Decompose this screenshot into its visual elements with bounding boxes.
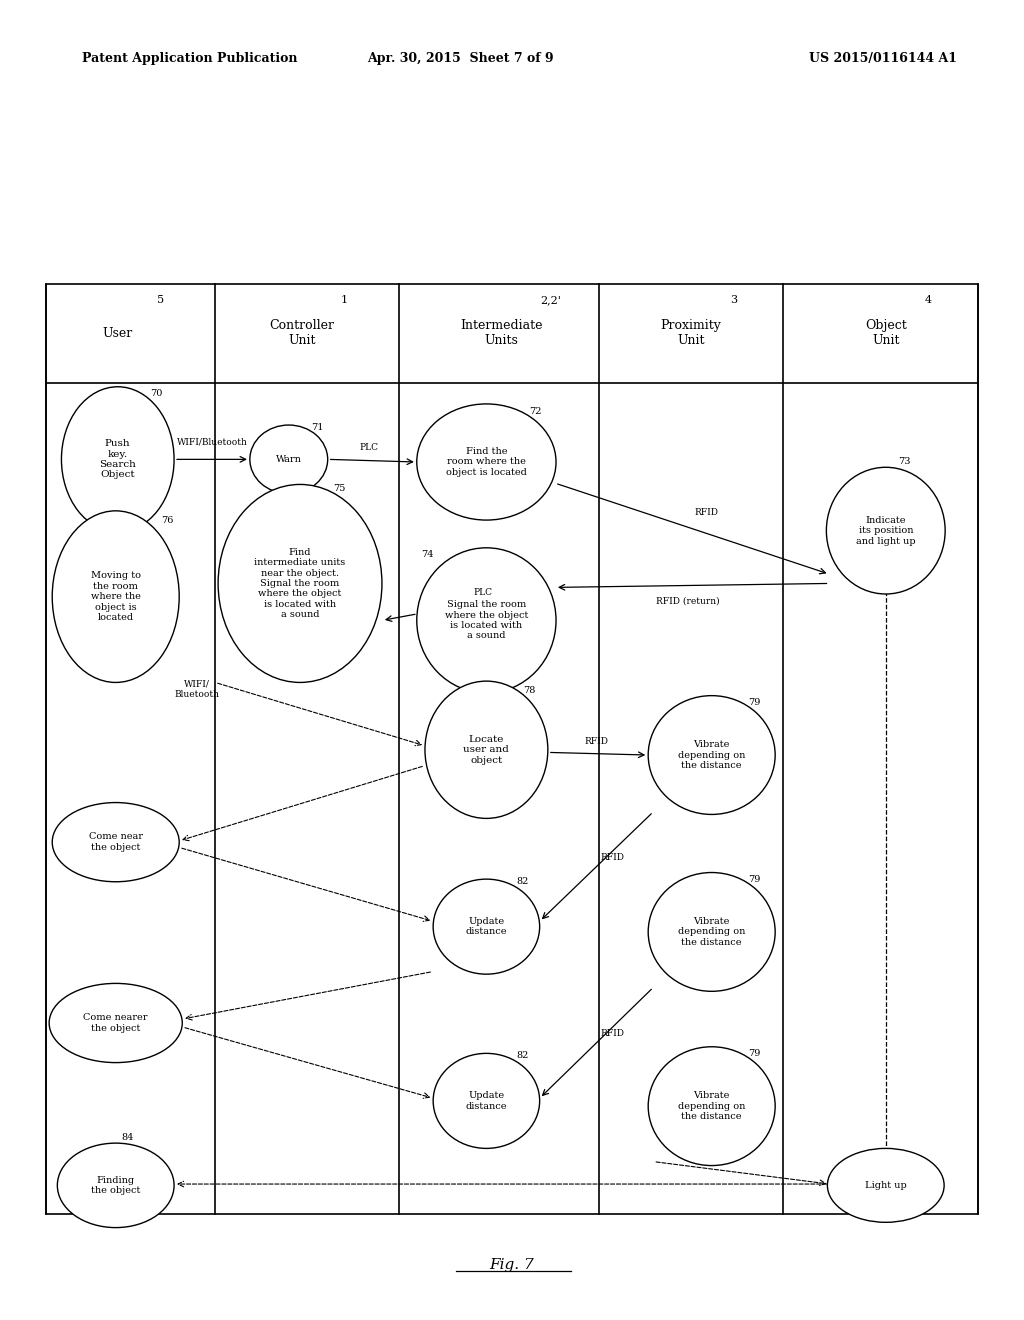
Text: 3: 3 bbox=[730, 296, 737, 305]
Ellipse shape bbox=[250, 425, 328, 494]
Text: Finding
the object: Finding the object bbox=[91, 1176, 140, 1195]
Text: 75: 75 bbox=[333, 484, 345, 492]
Text: 2,2': 2,2' bbox=[541, 296, 561, 305]
Text: RFID: RFID bbox=[584, 738, 608, 746]
Text: WIFI/Bluetooth: WIFI/Bluetooth bbox=[176, 438, 248, 446]
Text: User: User bbox=[102, 327, 133, 339]
Text: 72: 72 bbox=[529, 408, 542, 416]
Ellipse shape bbox=[417, 548, 556, 693]
Text: Object
Unit: Object Unit bbox=[865, 319, 906, 347]
Text: 79: 79 bbox=[749, 1049, 761, 1057]
Ellipse shape bbox=[61, 387, 174, 532]
Text: Update
distance: Update distance bbox=[466, 1092, 507, 1110]
Text: 1: 1 bbox=[341, 296, 348, 305]
Text: 74: 74 bbox=[421, 550, 433, 558]
Text: RFID: RFID bbox=[600, 1030, 625, 1038]
Ellipse shape bbox=[425, 681, 548, 818]
Text: Update
distance: Update distance bbox=[466, 917, 507, 936]
Bar bbox=[46, 284, 978, 1214]
Text: Vibrate
depending on
the distance: Vibrate depending on the distance bbox=[678, 741, 745, 770]
Text: Push
key.
Search
Object: Push key. Search Object bbox=[99, 440, 136, 479]
Text: Intermediate
Units: Intermediate Units bbox=[461, 319, 543, 347]
Ellipse shape bbox=[433, 879, 540, 974]
Ellipse shape bbox=[218, 484, 382, 682]
Text: Vibrate
depending on
the distance: Vibrate depending on the distance bbox=[678, 917, 745, 946]
Text: RFID: RFID bbox=[694, 508, 719, 516]
Ellipse shape bbox=[827, 1148, 944, 1222]
Text: 84: 84 bbox=[122, 1134, 134, 1142]
Text: RFID: RFID bbox=[600, 854, 625, 862]
Text: Apr. 30, 2015  Sheet 7 of 9: Apr. 30, 2015 Sheet 7 of 9 bbox=[368, 51, 554, 65]
Text: 4: 4 bbox=[925, 296, 932, 305]
Ellipse shape bbox=[433, 1053, 540, 1148]
Text: PLC: PLC bbox=[359, 444, 378, 451]
Text: PLC: PLC bbox=[473, 589, 493, 597]
Text: Come nearer
the object: Come nearer the object bbox=[84, 1014, 147, 1032]
Text: Come near
the object: Come near the object bbox=[89, 833, 142, 851]
Ellipse shape bbox=[648, 873, 775, 991]
Text: Find
intermediate units
near the object.
Signal the room
where the object
is loc: Find intermediate units near the object.… bbox=[254, 548, 346, 619]
Text: 73: 73 bbox=[898, 458, 910, 466]
Text: Fig. 7: Fig. 7 bbox=[489, 1258, 535, 1271]
Text: 79: 79 bbox=[749, 698, 761, 706]
Ellipse shape bbox=[49, 983, 182, 1063]
Text: RFID (return): RFID (return) bbox=[656, 597, 720, 605]
Text: Vibrate
depending on
the distance: Vibrate depending on the distance bbox=[678, 1092, 745, 1121]
Ellipse shape bbox=[52, 511, 179, 682]
Text: Patent Application Publication: Patent Application Publication bbox=[82, 51, 297, 65]
Text: 82: 82 bbox=[516, 1052, 528, 1060]
Text: 79: 79 bbox=[749, 875, 761, 883]
Text: 76: 76 bbox=[161, 516, 173, 524]
Text: 71: 71 bbox=[311, 424, 324, 432]
Ellipse shape bbox=[648, 1047, 775, 1166]
Ellipse shape bbox=[57, 1143, 174, 1228]
Text: Light up: Light up bbox=[865, 1181, 906, 1189]
Text: Locate
user and
object: Locate user and object bbox=[464, 735, 509, 764]
Ellipse shape bbox=[417, 404, 556, 520]
Text: Controller
Unit: Controller Unit bbox=[269, 319, 335, 347]
Text: 78: 78 bbox=[523, 686, 536, 694]
Ellipse shape bbox=[648, 696, 775, 814]
Text: Moving to
the room
where the
object is
located: Moving to the room where the object is l… bbox=[91, 572, 140, 622]
Text: Warn: Warn bbox=[275, 455, 302, 463]
Text: Signal the room
where the object
is located with
a sound: Signal the room where the object is loca… bbox=[444, 601, 528, 640]
Text: US 2015/0116144 A1: US 2015/0116144 A1 bbox=[809, 51, 957, 65]
Text: WIFI/
Bluetooth: WIFI/ Bluetooth bbox=[174, 680, 219, 698]
Ellipse shape bbox=[52, 803, 179, 882]
Text: 70: 70 bbox=[151, 389, 163, 397]
Text: Proximity
Unit: Proximity Unit bbox=[660, 319, 722, 347]
Text: Find the
room where the
object is located: Find the room where the object is locate… bbox=[446, 447, 526, 477]
Text: 5: 5 bbox=[157, 296, 164, 305]
Text: Indicate
its position
and light up: Indicate its position and light up bbox=[856, 516, 915, 545]
Ellipse shape bbox=[826, 467, 945, 594]
Text: 82: 82 bbox=[516, 878, 528, 886]
